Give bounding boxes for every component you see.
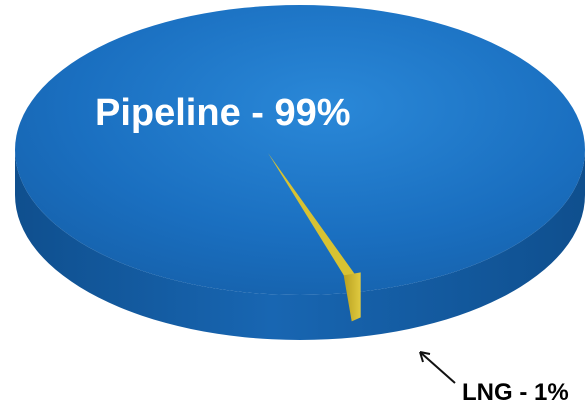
slice-label-lng: LNG - 1% [462, 379, 569, 406]
lng-annotation-arrowhead [419, 351, 431, 363]
pie-slice-lng [268, 153, 355, 279]
pie-slice-pipeline [15, 5, 585, 295]
slice-label-pipeline: Pipeline - 99% [95, 92, 351, 134]
pie-slice-lng-side [343, 272, 361, 322]
pie-side-pipeline [15, 150, 585, 340]
lng-annotation-arrow [419, 351, 456, 384]
